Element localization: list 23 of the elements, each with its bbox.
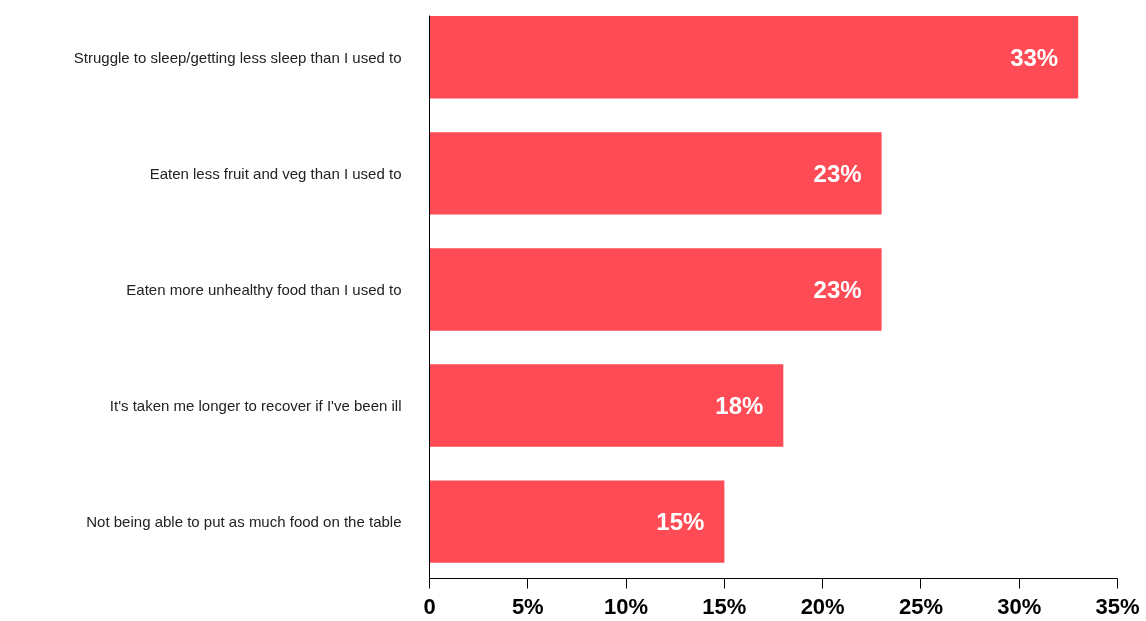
x-tick-label: 25% xyxy=(898,593,943,619)
bar xyxy=(429,248,882,331)
y-tick-label: It's taken me longer to recover if I've been ill xyxy=(109,397,402,415)
data-label: 15% xyxy=(656,508,705,536)
x-tick-label: 20% xyxy=(800,593,845,619)
x-tick-label: 10% xyxy=(604,593,649,619)
y-tick-label: Not being able to put as much food on the table xyxy=(86,513,402,531)
bar xyxy=(429,364,784,447)
data-label: 23% xyxy=(813,275,862,303)
x-tick-label: 0 xyxy=(423,593,436,619)
x-tick-label: 35% xyxy=(1095,593,1140,619)
x-tick-label: 30% xyxy=(997,593,1042,619)
y-tick-label: Eaten less fruit and veg than I used to xyxy=(149,164,402,182)
y-tick-label: Struggle to sleep/getting less sleep than I used to xyxy=(73,48,402,66)
bar xyxy=(429,480,725,563)
bar xyxy=(429,16,1079,99)
x-tick-label: 5% xyxy=(511,593,544,619)
data-label: 18% xyxy=(715,392,764,420)
bar xyxy=(429,132,882,215)
data-label: 23% xyxy=(813,159,862,187)
y-tick-label: Eaten more unhealthy food than I used to xyxy=(126,280,402,298)
data-label: 33% xyxy=(1010,43,1059,71)
x-tick-label: 15% xyxy=(702,593,747,619)
